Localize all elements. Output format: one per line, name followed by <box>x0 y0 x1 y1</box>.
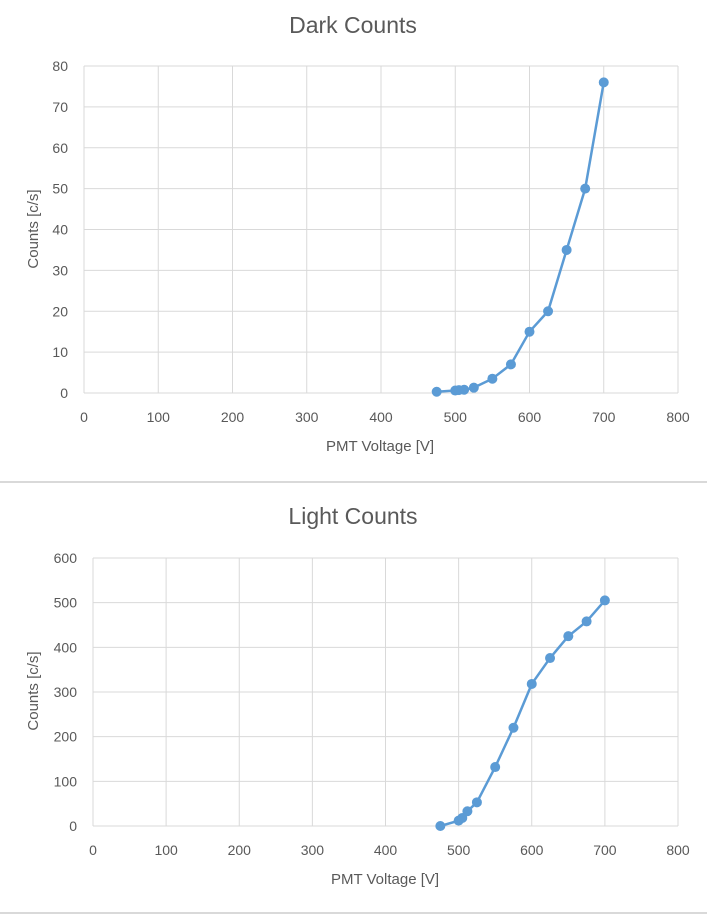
x-tick-label: 800 <box>666 409 690 425</box>
x-tick-label: 800 <box>666 842 690 858</box>
y-tick-label: 60 <box>52 140 68 156</box>
data-point <box>505 359 516 370</box>
x-axis-label: PMT Voltage [V] <box>326 438 434 455</box>
data-point <box>526 678 537 689</box>
y-tick-label: 200 <box>54 729 78 745</box>
x-tick-label: 100 <box>147 409 171 425</box>
grid <box>83 65 679 394</box>
y-tick-label: 600 <box>54 550 78 566</box>
x-tick-label: 700 <box>593 842 617 858</box>
y-tick-label: 40 <box>52 222 68 238</box>
x-tick-label: 600 <box>520 842 544 858</box>
y-tick-label: 30 <box>52 262 68 278</box>
x-tick-label: 300 <box>295 409 319 425</box>
x-tick-label: 400 <box>369 409 393 425</box>
grid <box>92 557 679 827</box>
x-tick-label: 0 <box>89 842 97 858</box>
x-tick-label: 600 <box>518 409 542 425</box>
data-point <box>545 653 556 664</box>
data-point <box>524 326 535 337</box>
data-points <box>431 77 609 397</box>
y-axis-label: Counts [c/s] <box>25 189 42 268</box>
y-tick-label: 0 <box>69 818 77 834</box>
data-point <box>598 77 609 88</box>
data-point <box>508 722 519 733</box>
dark-counts-chart: Dark Counts 0 100 200 300 400 500 600 700 800 0 1… <box>25 12 690 455</box>
y-tick-label: 0 <box>60 385 68 401</box>
light-counts-chart: Light Counts 0 100 200 300 400 500 600 700 800 0… <box>25 503 690 888</box>
data-point <box>599 595 610 606</box>
x-tick-label: 400 <box>374 842 398 858</box>
y-tick-labels: 0 10 20 30 40 50 60 70 80 <box>52 58 68 401</box>
data-point <box>487 373 498 384</box>
chart-title: Dark Counts <box>289 12 417 38</box>
x-tick-label: 200 <box>221 409 245 425</box>
x-tick-label: 700 <box>592 409 616 425</box>
x-tick-labels: 0 100 200 300 400 500 600 700 800 <box>89 842 690 858</box>
data-point <box>431 386 442 397</box>
x-tick-label: 200 <box>228 842 252 858</box>
data-point <box>563 631 574 642</box>
data-point <box>459 384 470 395</box>
x-tick-label: 0 <box>80 409 88 425</box>
y-tick-label: 20 <box>52 303 68 319</box>
y-tick-label: 300 <box>54 684 78 700</box>
data-point <box>435 821 446 831</box>
data-points <box>435 595 610 831</box>
data-point <box>561 244 572 255</box>
data-point <box>462 806 473 817</box>
y-tick-label: 400 <box>54 639 78 655</box>
series-line <box>439 599 606 828</box>
y-tick-label: 500 <box>54 595 78 611</box>
x-tick-label: 500 <box>444 409 468 425</box>
chart-title: Light Counts <box>288 503 417 529</box>
data-point <box>580 183 591 194</box>
y-tick-label: 100 <box>54 773 78 789</box>
x-tick-labels: 0 100 200 300 400 500 600 700 800 <box>80 409 690 425</box>
x-axis-label: PMT Voltage [V] <box>331 871 439 888</box>
y-tick-label: 80 <box>52 58 68 74</box>
y-axis-label: Counts [c/s] <box>25 651 42 730</box>
data-point <box>581 616 592 627</box>
y-tick-label: 50 <box>52 181 68 197</box>
series-line <box>436 82 605 394</box>
x-tick-label: 300 <box>301 842 325 858</box>
x-tick-label: 100 <box>154 842 178 858</box>
data-point <box>471 797 482 808</box>
x-tick-label: 500 <box>447 842 471 858</box>
y-tick-labels: 0 100 200 300 400 500 600 <box>54 550 78 834</box>
data-point <box>543 306 554 317</box>
y-tick-label: 10 <box>52 344 68 360</box>
data-point <box>490 762 501 773</box>
y-tick-label: 70 <box>52 99 68 115</box>
data-point <box>468 382 479 393</box>
